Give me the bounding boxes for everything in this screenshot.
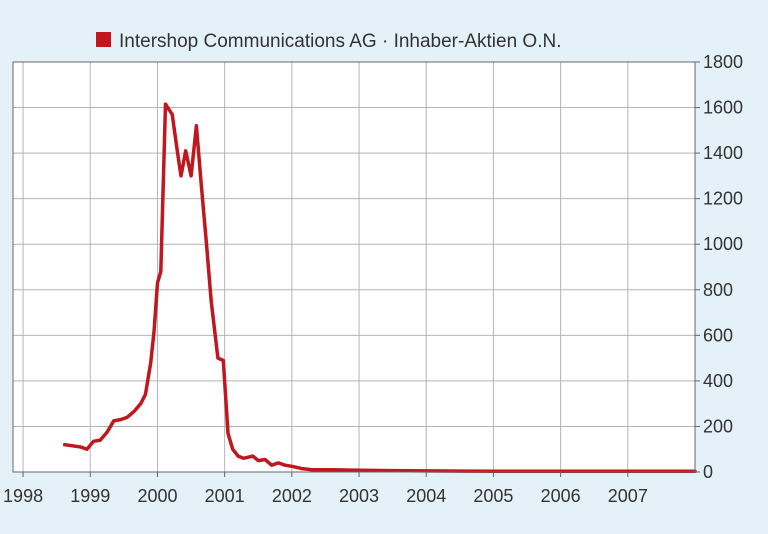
y-tick-label: 0	[703, 462, 713, 482]
legend-label: Intershop Communications AG · Inhaber-Ak…	[119, 31, 561, 52]
y-tick-label: 400	[703, 371, 733, 391]
y-tick-label: 1400	[703, 143, 743, 163]
x-tick-label: 2003	[339, 486, 379, 506]
y-tick-label: 1200	[703, 189, 743, 209]
series-layer	[62, 102, 697, 474]
x-tick-labels: 1998 1999 2000 2001 2002 2003 2004 2005 2006 2007	[3, 472, 648, 506]
grid-lines	[13, 62, 695, 472]
y-tick-label: 200	[703, 416, 733, 436]
x-tick-label: 2004	[406, 486, 446, 506]
y-tick-label: 1800	[703, 52, 743, 72]
y-tick-label: 1600	[703, 98, 743, 118]
y-tick-label: 600	[703, 325, 733, 345]
y-tick-label: 1000	[703, 234, 743, 254]
x-tick-label: 2006	[541, 486, 581, 506]
x-tick-label: 1999	[70, 486, 110, 506]
legend-swatch	[96, 32, 111, 47]
x-tick-label: 1998	[3, 486, 43, 506]
plot-frame	[12, 61, 696, 473]
x-tick-label: 2007	[608, 486, 648, 506]
y-tick-label: 800	[703, 280, 733, 300]
x-tick-label: 2001	[205, 486, 245, 506]
legend: Intershop Communications AG · Inhaber-Ak…	[96, 31, 561, 52]
x-tick-label: 2002	[272, 486, 312, 506]
x-tick-label: 2005	[473, 486, 513, 506]
x-tick-label: 2000	[137, 486, 177, 506]
series-line	[62, 102, 697, 474]
y-tick-labels: 0 200 400 600 800 1000 1200 1400 1600 1800	[695, 52, 743, 482]
plot-area	[13, 62, 695, 472]
